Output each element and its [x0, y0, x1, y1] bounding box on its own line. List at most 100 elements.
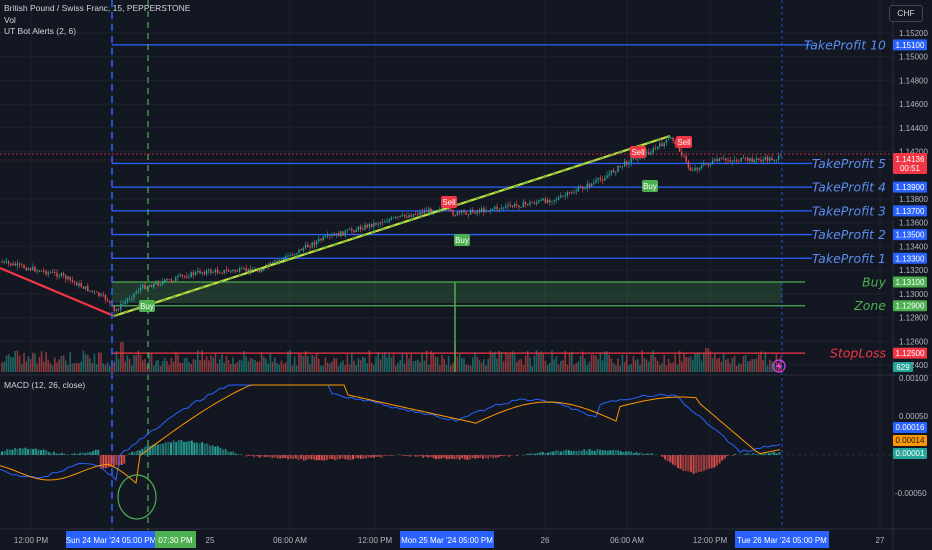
price-tick: 1.12400	[899, 361, 928, 370]
level-label: StopLoss	[830, 346, 887, 361]
symbol-title[interactable]: British Pound / Swiss Franc, 15, PEPPERS…	[4, 3, 191, 13]
price-level-badge-text: 1.13100	[896, 278, 925, 287]
price-tick: 1.14800	[899, 76, 928, 85]
chart-grid	[0, 0, 893, 529]
price-tick: 1.13000	[899, 290, 928, 299]
price-scale: 1.15200 1.15000 1.14800 1.14600 1.14400 1.142…	[899, 29, 928, 370]
price-tick: 1.15200	[899, 29, 928, 38]
volume-badge	[893, 362, 913, 372]
chart-legend: British Pound / Swiss Franc, 15, PEPPERS…	[4, 3, 190, 38]
currency-button[interactable]: CHF	[889, 5, 923, 22]
buy-zone-area	[112, 282, 782, 303]
price-level-badge-text: 1.12500	[896, 349, 925, 358]
price-level-badge	[893, 205, 927, 217]
svg-text:Buy: Buy	[643, 182, 657, 191]
time-highlight-text: Mon 25 Mar '24 05:00 PM	[401, 536, 493, 545]
price-tick: 1.15000	[899, 53, 928, 62]
price-tick: 1.13400	[899, 242, 928, 251]
svg-text:Buy: Buy	[455, 236, 469, 245]
signal-tag-buy[interactable]: Buy	[139, 300, 155, 312]
volume-bars	[1, 342, 782, 372]
price-level-badge	[893, 39, 927, 51]
price-level-badge-text: 1.13900	[896, 183, 925, 192]
countdown-text: 00:51	[900, 164, 921, 173]
time-tick: 12:00 PM	[358, 536, 393, 545]
macd-tick: -0.00050	[895, 489, 927, 498]
macd-signal-line	[0, 384, 781, 484]
level-label: TakeProfit 2	[812, 227, 886, 242]
price-tick: 1.14600	[899, 100, 928, 109]
time-highlight	[400, 531, 494, 548]
macd-histogram-badge	[893, 448, 927, 459]
price-tick: 1.12600	[899, 337, 928, 346]
price-level-badge-text: 1.15100	[896, 41, 925, 50]
price-tick: 1.12800	[899, 314, 928, 323]
time-highlight-text: Sun 24 Mar '24 05:00 PM	[66, 536, 157, 545]
price-tick: 1.13800	[899, 195, 928, 204]
price-level-badge	[893, 229, 927, 241]
price-tick: 1.13600	[899, 219, 928, 228]
price-level-badge-text: 1.13300	[896, 254, 925, 263]
level-label: TakeProfit 1	[812, 251, 886, 266]
level-label: Buy	[862, 275, 886, 290]
macd-line	[0, 384, 781, 481]
time-tick: 12:00 PM	[14, 536, 49, 545]
lightning-icon[interactable]	[772, 359, 786, 373]
macd-histogram	[1, 440, 781, 474]
time-tick: 27	[876, 536, 885, 545]
level-label: TakeProfit 5	[812, 156, 886, 171]
time-tick: 12:00 PM	[693, 536, 728, 545]
price-level-badge-text: 1.13500	[896, 231, 925, 240]
svg-text:Sell: Sell	[677, 138, 691, 147]
price-level-badge	[893, 276, 927, 288]
current-price-badge	[893, 153, 927, 174]
macd-macd-badge	[893, 422, 927, 433]
svg-text:Buy: Buy	[140, 302, 154, 311]
signal-tag-buy[interactable]: Buy	[454, 234, 470, 246]
price-level-badge	[893, 181, 927, 193]
time-tick: 06:00 AM	[273, 536, 307, 545]
price-level-badge-text: 1.12900	[896, 302, 925, 311]
macd-histogram-value: 0.00001	[896, 449, 925, 458]
time-highlight	[155, 531, 196, 548]
time-tick: 25	[206, 536, 215, 545]
level-lines	[112, 44, 812, 354]
macd-legend[interactable]: MACD (12, 26, close)	[4, 380, 86, 390]
price-level-badge-text: 1.13700	[896, 207, 925, 216]
volume-indicator-label[interactable]: Vol	[4, 14, 16, 25]
time-highlight-text: 07:30 PM	[158, 536, 193, 545]
time-highlight-text: Tue 26 Mar '24 05:00 PM	[737, 536, 827, 545]
price-tick: 1.14200	[899, 148, 928, 157]
signal-tag-sell[interactable]: Sell	[441, 196, 457, 208]
volume-value: 629	[896, 363, 910, 372]
level-label: TakeProfit 4	[812, 180, 886, 195]
price-level-badge	[893, 300, 927, 312]
signal-tag-sell[interactable]: Sell	[676, 136, 692, 148]
level-label: Zone	[853, 298, 886, 313]
macd-tick: 0.00050	[899, 412, 928, 421]
time-highlight	[735, 531, 829, 548]
current-price-text: 1.14136	[896, 155, 925, 164]
signal-tags: Buy Sell Buy Sell Buy Sell	[139, 136, 692, 312]
volume-scale: 0.00100	[899, 374, 928, 383]
level-label: TakeProfit 10	[804, 37, 886, 52]
time-tick: 26	[541, 536, 550, 545]
time-axis: 12:00 PM 25 06:00 AM 12:00 PM 26 06:00 AM 12:0…	[14, 531, 885, 548]
price-tick: 1.14400	[899, 124, 928, 133]
svg-text:Sell: Sell	[442, 198, 456, 207]
ut-bot-indicator-label[interactable]: UT Bot Alerts (2, 6)	[4, 26, 77, 36]
macd-signal-value: 0.00014	[896, 436, 925, 445]
macd-signal-badge	[893, 435, 927, 446]
price-tick: 1.13200	[899, 266, 928, 275]
price-level-badge	[893, 252, 927, 264]
time-tick: 06:00 AM	[610, 536, 644, 545]
highlight-circle	[117, 474, 157, 520]
signal-tag-sell[interactable]: Sell	[630, 146, 646, 158]
time-highlight	[66, 531, 156, 548]
price-level-badge	[893, 347, 927, 359]
macd-macd-value: 0.00016	[896, 423, 925, 432]
level-label: TakeProfit 3	[812, 203, 886, 218]
downtrend-line	[0, 266, 115, 318]
signal-tag-buy[interactable]: Buy	[642, 180, 658, 192]
